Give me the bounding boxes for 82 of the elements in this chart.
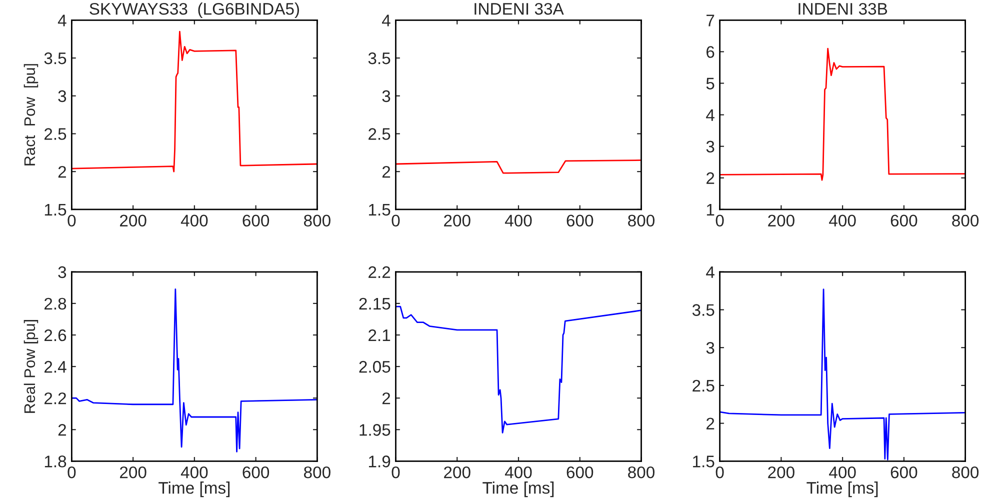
y-tick-label: 3.5	[368, 52, 390, 64]
y-tick-label: 2.5	[44, 128, 66, 140]
y-tick-label: 4	[382, 14, 390, 26]
y-tick-label: 2.5	[368, 128, 390, 140]
x-tick-label: 400	[504, 466, 532, 478]
x-tick-label: 200	[444, 214, 470, 227]
y-tick-label: 1.8	[44, 456, 66, 468]
y-tick-label: 1.5	[368, 204, 390, 216]
x-tick-label: 400	[829, 214, 856, 227]
y-tick-label: 3	[58, 90, 66, 102]
y-tick-label: 2	[58, 166, 66, 178]
x-tick-label: 400	[829, 466, 856, 478]
x-tick-label: 800	[952, 466, 979, 478]
y-tick-label: 2.5	[692, 380, 714, 392]
chart-title: INDENI 33B	[798, 2, 888, 15]
x-tick-label: 0	[392, 214, 400, 227]
y-axis-title: Real Pow [pu]	[24, 320, 38, 413]
y-tick-label: 1	[706, 204, 714, 216]
x-tick-label: 0	[716, 214, 724, 227]
line-series	[720, 48, 966, 181]
x-tick-label: 600	[566, 466, 594, 478]
x-tick-label: 400	[180, 214, 208, 227]
x-tick-label: 800	[628, 466, 654, 478]
chart-title: SKYWAYS33 (LG6BINDA5)	[90, 2, 299, 18]
y-tick-label: 3.5	[44, 52, 66, 64]
x-axis-title: Time [ms]	[482, 482, 554, 498]
x-axis-title: Time [ms]	[158, 482, 230, 498]
y-tick-label: 4	[706, 266, 714, 278]
y-tick-label: 2.2	[368, 266, 390, 278]
y-tick-label: 1.9	[368, 456, 390, 468]
x-tick-label: 400	[504, 214, 532, 227]
x-tick-label: 0	[68, 466, 76, 478]
y-tick-label: 4	[58, 14, 66, 26]
y-tick-label: 2	[382, 392, 390, 404]
line-series	[72, 30, 318, 172]
y-tick-label: 3	[382, 90, 390, 102]
x-tick-label: 800	[952, 214, 979, 227]
y-tick-label: 1.5	[44, 204, 66, 216]
y-tick-label: 2.8	[44, 298, 66, 310]
x-tick-label: 600	[566, 214, 594, 227]
y-tick-label: 3	[706, 342, 714, 354]
x-tick-label: 600	[242, 466, 270, 478]
line-series	[396, 160, 642, 174]
line-series	[72, 288, 318, 452]
y-tick-label: 2	[58, 424, 66, 436]
y-tick-label: 1.5	[693, 456, 714, 468]
y-tick-label: 2.4	[44, 360, 66, 373]
y-tick-label: 7	[706, 14, 714, 26]
x-tick-label: 600	[890, 214, 918, 227]
y-tick-label: 5	[706, 78, 714, 90]
x-axis-title: Time [ms]	[806, 482, 878, 498]
y-tick-label: 2	[382, 166, 390, 178]
y-tick-label: 2.6	[44, 329, 66, 342]
y-tick-label: 3.5	[692, 304, 714, 316]
y-tick-label: 2.2	[44, 392, 66, 404]
y-tick-label: 2	[706, 418, 714, 430]
x-tick-label: 600	[890, 466, 918, 478]
x-tick-label: 200	[120, 466, 146, 478]
y-tick-label: 2.1	[368, 329, 390, 342]
y-tick-label: 2.15	[359, 298, 390, 310]
x-tick-label: 800	[304, 214, 330, 227]
x-tick-label: 0	[716, 466, 724, 478]
y-tick-label: 2	[706, 172, 714, 184]
y-tick-label: 1.95	[360, 424, 390, 436]
chart-title: INDENI 33A	[474, 2, 564, 15]
x-tick-label: 200	[120, 214, 146, 227]
x-tick-label: 600	[242, 214, 270, 227]
y-tick-label: 3	[706, 140, 714, 153]
y-tick-label: 2.05	[359, 360, 390, 373]
x-tick-label: 800	[628, 214, 654, 227]
x-tick-label: 200	[768, 214, 794, 227]
y-tick-label: 6	[706, 46, 714, 58]
y-tick-label: 3	[58, 266, 66, 278]
line-series	[396, 306, 642, 434]
y-axis-title: Ract Pow [pu]	[24, 64, 38, 166]
x-tick-label: 400	[180, 466, 208, 478]
y-tick-label: 4	[706, 109, 714, 121]
x-tick-label: 0	[392, 466, 400, 478]
x-tick-label: 800	[304, 466, 330, 478]
x-tick-label: 200	[444, 466, 470, 478]
x-tick-label: 0	[68, 214, 76, 227]
x-tick-label: 200	[768, 466, 794, 478]
